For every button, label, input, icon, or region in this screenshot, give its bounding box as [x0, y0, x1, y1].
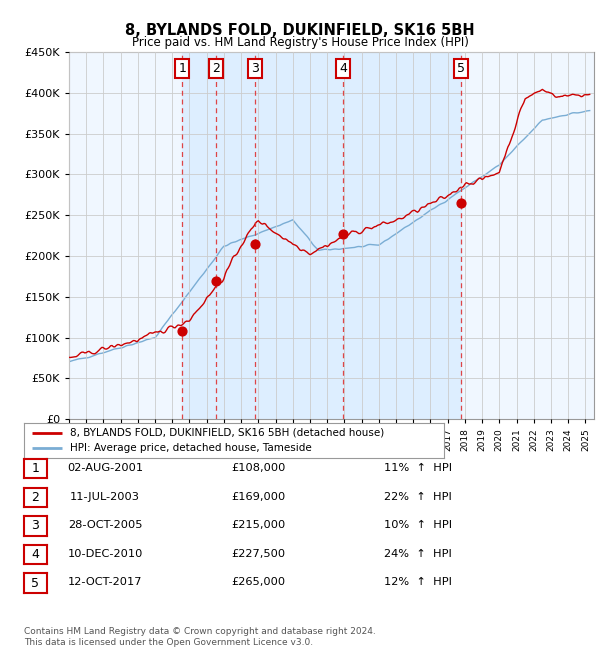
Text: 5: 5 — [457, 62, 465, 75]
Text: 11-JUL-2003: 11-JUL-2003 — [70, 491, 140, 502]
Text: 4: 4 — [340, 62, 347, 75]
Text: 11%  ↑  HPI: 11% ↑ HPI — [384, 463, 452, 473]
Text: 10-DEC-2010: 10-DEC-2010 — [67, 549, 143, 559]
Text: 10%  ↑  HPI: 10% ↑ HPI — [384, 520, 452, 530]
Bar — [255, 52, 343, 419]
Text: £215,000: £215,000 — [231, 520, 285, 530]
Text: £108,000: £108,000 — [231, 463, 285, 473]
Text: 28-OCT-2005: 28-OCT-2005 — [68, 520, 142, 530]
Text: Price paid vs. HM Land Registry's House Price Index (HPI): Price paid vs. HM Land Registry's House … — [131, 36, 469, 49]
Text: £227,500: £227,500 — [231, 549, 285, 559]
Text: 2: 2 — [31, 491, 40, 504]
Text: 3: 3 — [31, 519, 40, 532]
Text: 8, BYLANDS FOLD, DUKINFIELD, SK16 5BH: 8, BYLANDS FOLD, DUKINFIELD, SK16 5BH — [125, 23, 475, 38]
Point — [457, 198, 466, 208]
Text: 4: 4 — [31, 548, 40, 561]
Bar — [215, 52, 255, 419]
Text: Contains HM Land Registry data © Crown copyright and database right 2024.
This d: Contains HM Land Registry data © Crown c… — [24, 627, 376, 647]
Text: 1: 1 — [31, 462, 40, 475]
Text: HPI: Average price, detached house, Tameside: HPI: Average price, detached house, Tame… — [70, 443, 312, 453]
Text: 12-OCT-2017: 12-OCT-2017 — [68, 577, 142, 588]
Point — [211, 276, 220, 287]
Text: 3: 3 — [251, 62, 259, 75]
Bar — [343, 52, 461, 419]
Point — [178, 326, 187, 336]
Point — [338, 228, 348, 239]
Text: 8, BYLANDS FOLD, DUKINFIELD, SK16 5BH (detached house): 8, BYLANDS FOLD, DUKINFIELD, SK16 5BH (d… — [70, 428, 385, 437]
Text: 24%  ↑  HPI: 24% ↑ HPI — [384, 549, 452, 559]
Text: 22%  ↑  HPI: 22% ↑ HPI — [384, 491, 452, 502]
Text: 12%  ↑  HPI: 12% ↑ HPI — [384, 577, 452, 588]
Point — [250, 239, 260, 249]
Text: 02-AUG-2001: 02-AUG-2001 — [67, 463, 143, 473]
Text: £169,000: £169,000 — [231, 491, 285, 502]
Text: £265,000: £265,000 — [231, 577, 285, 588]
Text: 1: 1 — [178, 62, 186, 75]
Bar — [182, 52, 215, 419]
Text: 2: 2 — [212, 62, 220, 75]
Text: 5: 5 — [31, 577, 40, 590]
